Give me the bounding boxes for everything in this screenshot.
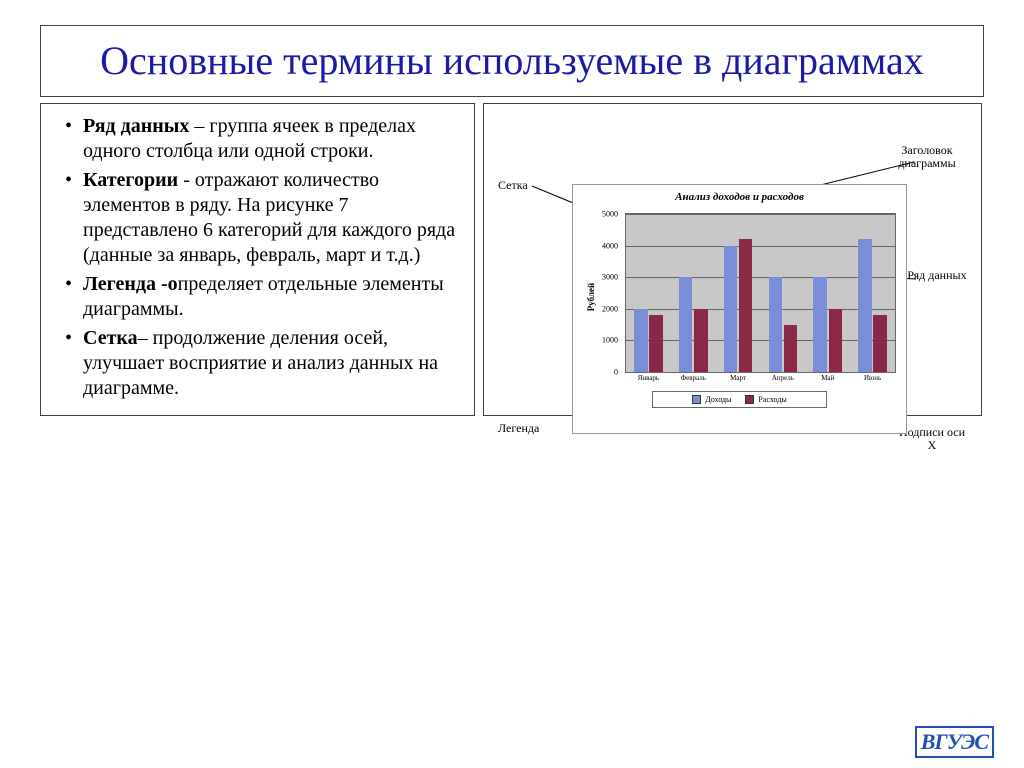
chart-plot-area: 010002000300040005000ЯнварьФевральМартАп… <box>625 213 896 373</box>
legend-label: Расходы <box>758 395 786 404</box>
legend-label: Доходы <box>705 395 731 404</box>
bar-income <box>813 277 826 372</box>
bullet-list: Ряд данных – группа ячеек в пределах одн… <box>55 114 460 401</box>
xtick-label: Январь <box>626 372 671 382</box>
bar-expense <box>649 315 662 372</box>
embedded-chart: Анализ доходов и расходов Рублей 0100020… <box>572 184 907 434</box>
slide-title: Основные термины используемые в диаграмм… <box>61 38 963 84</box>
category-group: Март <box>716 214 761 372</box>
bar-income <box>679 277 692 372</box>
term: Легенда -о <box>83 273 178 295</box>
slide-title-box: Основные термины используемые в диаграмм… <box>40 25 984 97</box>
bar-expense <box>694 309 707 372</box>
legend-swatch <box>692 395 701 404</box>
xtick-label: Июнь <box>850 372 895 382</box>
term: Ряд данных <box>83 115 189 137</box>
bar-income <box>769 277 782 372</box>
callout-legend: Легенда <box>498 422 539 435</box>
bar-income <box>724 246 737 372</box>
chart-title: Анализ доходов и расходов <box>573 185 906 207</box>
term: Категории <box>83 169 178 191</box>
bullet-item: Категории - отражают количество элементо… <box>55 168 460 268</box>
bar-expense <box>784 325 797 372</box>
bar-expense <box>873 315 886 372</box>
term: Сетка <box>83 327 138 349</box>
legend-item: Доходы <box>692 395 731 404</box>
bars-container: ЯнварьФевральМартАпрельМайИюнь <box>626 214 895 372</box>
legend-swatch <box>745 395 754 404</box>
category-group: Май <box>805 214 850 372</box>
callout-series: Ряд данных <box>907 269 967 282</box>
bullet-item: Легенда -определяет отдельные элементы д… <box>55 272 460 322</box>
category-group: Февраль <box>671 214 716 372</box>
ytick-label: 3000 <box>592 273 618 282</box>
callout-chart-title: Заголовок диаграммы <box>887 144 967 170</box>
ytick-label: 1000 <box>592 336 618 345</box>
chart-legend: Доходы Расходы <box>652 391 827 408</box>
chart-panel: Сетка Заголовок диаграммы Ряд данных Лег… <box>483 103 982 416</box>
ytick-label: 5000 <box>592 210 618 219</box>
bullet-item: Сетка– продолжение деления осей, улучшае… <box>55 326 460 401</box>
bar-income <box>858 239 871 372</box>
xtick-label: Май <box>805 372 850 382</box>
bar-income <box>634 309 647 372</box>
xtick-label: Февраль <box>671 372 716 382</box>
xtick-label: Апрель <box>760 372 805 382</box>
ytick-label: 4000 <box>592 241 618 250</box>
logo: ВГУЭС <box>915 726 994 758</box>
category-group: Январь <box>626 214 671 372</box>
definitions-panel: Ряд данных – группа ячеек в пределах одн… <box>40 103 475 416</box>
bar-expense <box>829 309 842 372</box>
callout-grid: Сетка <box>498 179 528 192</box>
category-group: Июнь <box>850 214 895 372</box>
xtick-label: Март <box>716 372 761 382</box>
bullet-item: Ряд данных – группа ячеек в пределах одн… <box>55 114 460 164</box>
ytick-label: 2000 <box>592 304 618 313</box>
callout-xaxis: Подписи оси X <box>897 426 967 452</box>
bar-expense <box>739 239 752 372</box>
ytick-label: 0 <box>592 368 618 377</box>
legend-item: Расходы <box>745 395 786 404</box>
category-group: Апрель <box>760 214 805 372</box>
